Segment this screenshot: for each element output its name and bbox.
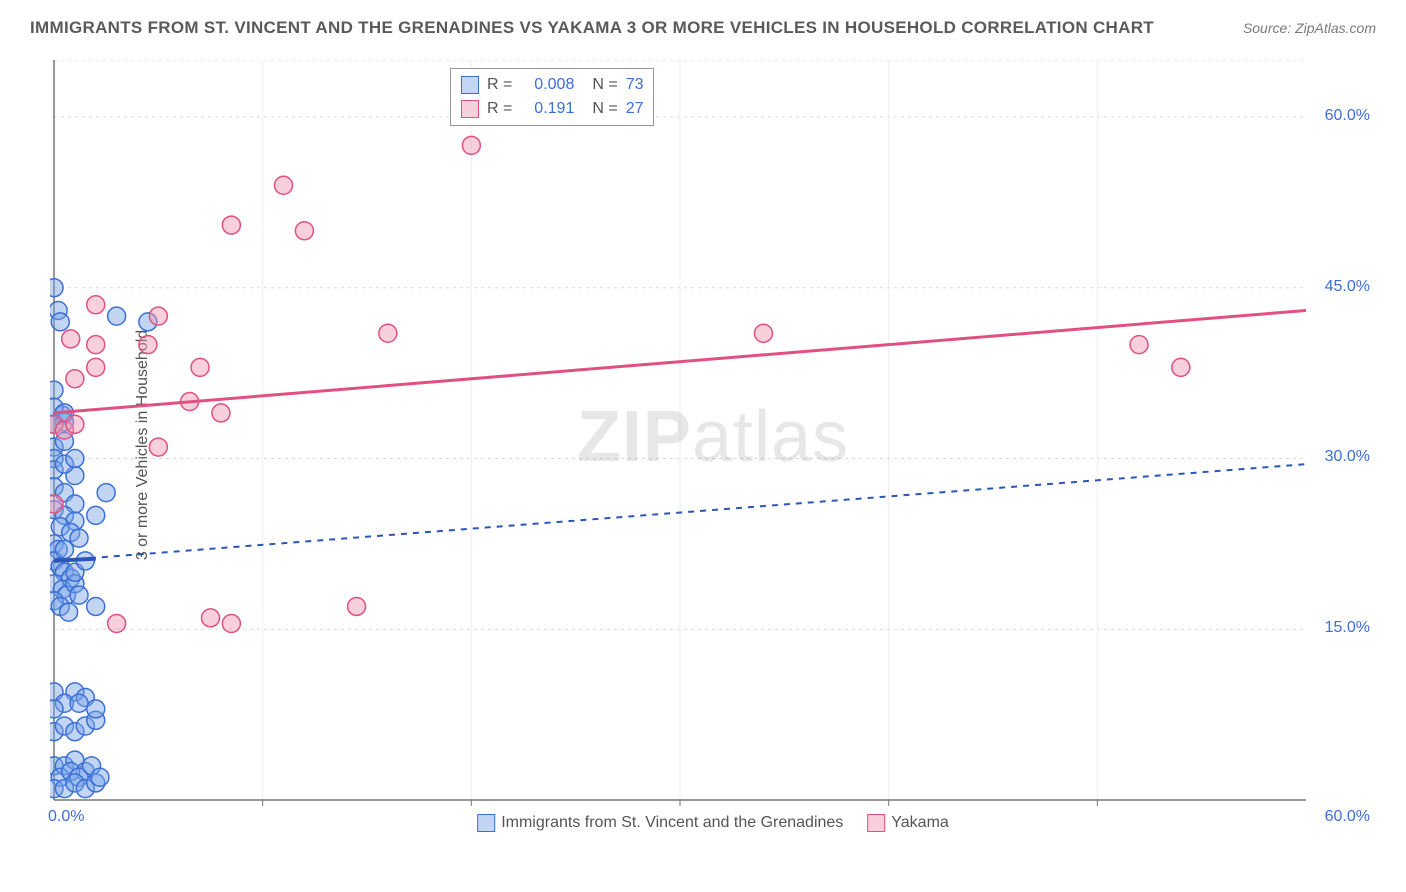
stats-r-value-a: 0.008 (520, 73, 574, 97)
stats-swatch-a (461, 76, 479, 94)
legend-swatch-a (477, 814, 495, 832)
scatter-plot (50, 60, 1376, 830)
stats-r-label-a: R = (487, 73, 512, 97)
stats-n-label-a: N = (592, 73, 617, 97)
source-name: ZipAtlas.com (1295, 20, 1376, 36)
y-tick-45: 45.0% (1325, 278, 1370, 296)
legend-label-b: Yakama (891, 814, 949, 832)
chart-area: 3 or more Vehicles in Household ZIPatlas… (50, 60, 1376, 830)
x-tick-0: 0.0% (48, 808, 84, 826)
stats-r-label-b: R = (487, 97, 512, 121)
stats-legend: R = 0.008 N = 73 R = 0.191 N = 27 (450, 68, 654, 126)
stats-row-b: R = 0.191 N = 27 (461, 97, 643, 121)
stats-n-label-b: N = (592, 97, 617, 121)
header: IMMIGRANTS FROM ST. VINCENT AND THE GREN… (0, 0, 1406, 46)
legend-item-b: Yakama (867, 814, 949, 832)
stats-n-value-b: 27 (626, 97, 644, 121)
chart-title: IMMIGRANTS FROM ST. VINCENT AND THE GREN… (30, 18, 1154, 38)
x-tick-60: 60.0% (1325, 808, 1370, 826)
y-tick-15: 15.0% (1325, 619, 1370, 637)
stats-r-value-b: 0.191 (520, 97, 574, 121)
legend-swatch-b (867, 814, 885, 832)
y-tick-30: 30.0% (1325, 448, 1370, 466)
y-tick-60: 60.0% (1325, 107, 1370, 125)
stats-row-a: R = 0.008 N = 73 (461, 73, 643, 97)
stats-n-value-a: 73 (626, 73, 644, 97)
legend-item-a: Immigrants from St. Vincent and the Gren… (477, 814, 843, 832)
series-legend: Immigrants from St. Vincent and the Gren… (477, 814, 949, 832)
source-citation: Source: ZipAtlas.com (1243, 20, 1376, 36)
legend-label-a: Immigrants from St. Vincent and the Gren… (501, 814, 843, 832)
source-prefix: Source: (1243, 20, 1295, 36)
stats-swatch-b (461, 100, 479, 118)
